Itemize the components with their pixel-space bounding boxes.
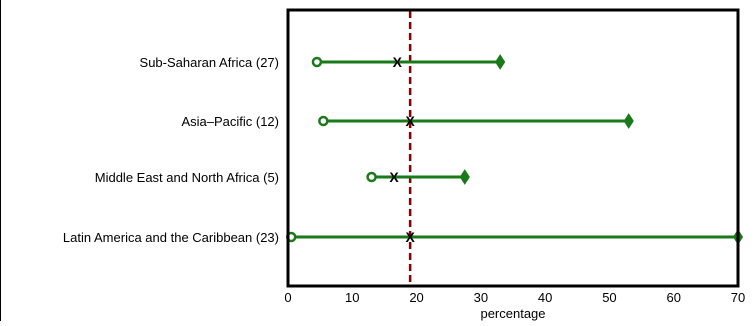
category-label-0: Sub-Saharan Africa (27) [140, 55, 279, 70]
category-label-2: Middle East and North Africa (5) [95, 170, 279, 185]
series-group: X X X X [285, 54, 744, 245]
min-marker-2 [366, 171, 377, 183]
mean-marker-0: X [393, 54, 403, 70]
category-label-3: Latin America and the Caribbean (23) [63, 230, 279, 245]
x-tick-label-2: 20 [409, 290, 423, 305]
x-tick-label-7: 70 [731, 290, 745, 305]
plot-frame-group [0, 0, 740, 321]
x-tick-label-5: 50 [602, 290, 616, 305]
x-tick-label-3: 30 [474, 290, 488, 305]
max-marker-2 [459, 169, 470, 185]
x-tick-label-6: 60 [666, 290, 680, 305]
x-axis: 0 10 20 30 40 50 60 70 [284, 290, 745, 305]
category-label-1: Asia–Pacific (12) [181, 114, 279, 129]
x-tick-label-1: 10 [345, 290, 359, 305]
max-marker-0 [495, 54, 506, 70]
max-marker-1 [623, 113, 634, 129]
mean-marker-2: X [389, 169, 399, 185]
x-tick-label-4: 40 [538, 290, 552, 305]
mean-marker-3: X [405, 229, 415, 245]
mean-marker-1: X [405, 113, 415, 129]
x-tick-label-0: 0 [284, 290, 291, 305]
min-marker-1 [318, 115, 329, 127]
x-axis-title: percentage [480, 306, 545, 321]
min-marker-0 [311, 56, 323, 68]
plot-frame [286, 8, 740, 288]
category-labels: Sub-Saharan Africa (27) Asia–Pacific (12)… [63, 55, 279, 245]
